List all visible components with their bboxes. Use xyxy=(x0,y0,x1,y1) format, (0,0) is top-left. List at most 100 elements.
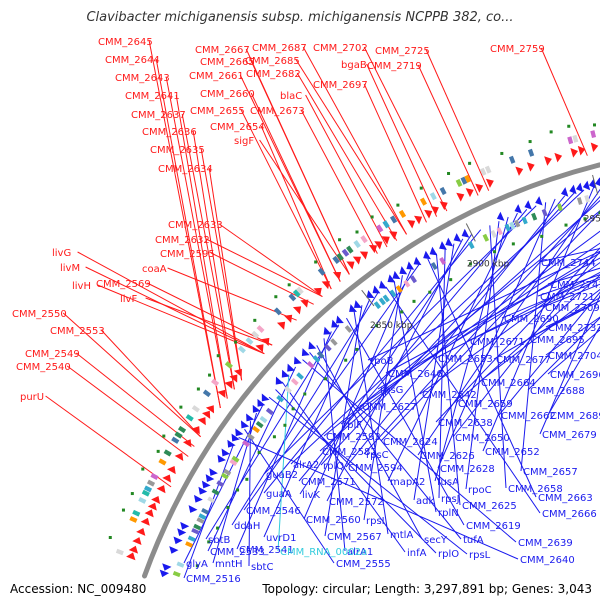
reverse-gene-arrow xyxy=(281,369,290,378)
reverse-category-block xyxy=(191,527,200,535)
gc-skew-dot xyxy=(207,540,211,544)
forward-callout-line xyxy=(208,167,243,381)
gc-skew-dot xyxy=(355,347,359,351)
reverse-gene-arrow xyxy=(429,246,438,256)
reverse-gene-label: mntH xyxy=(215,559,243,570)
reverse-category-block xyxy=(220,472,229,480)
reverse-category-block xyxy=(193,523,202,531)
reverse-category-block xyxy=(265,407,274,416)
reverse-gene-label: CMM_2709 xyxy=(545,303,600,314)
reverse-callout-line xyxy=(238,436,519,560)
forward-gene-label: CMM_2719 xyxy=(367,61,422,72)
forward-gene-label: bgaB xyxy=(341,60,367,71)
forward-gene-arrow xyxy=(140,517,150,526)
forward-callout-line xyxy=(146,282,273,346)
reverse-gene-arrow xyxy=(439,241,447,250)
reverse-gene-label: CMM_2666 xyxy=(542,509,597,520)
reverse-category-block xyxy=(198,513,207,520)
reverse-gene-label: CMM_2657 xyxy=(523,467,578,478)
reverse-gene-label: CMM_2642 xyxy=(422,390,477,401)
forward-gene-arrow xyxy=(332,271,342,280)
reverse-gene-label: CMM_2695 xyxy=(530,335,585,346)
forward-gene-arrow xyxy=(201,410,211,419)
gc-skew-dot xyxy=(195,564,199,568)
gc-skew-dot xyxy=(314,260,318,264)
reverse-gene-arrow xyxy=(413,256,422,266)
reverse-category-block xyxy=(211,488,220,496)
forward-gene-arrow xyxy=(167,466,176,475)
forward-category-block xyxy=(460,176,468,185)
gc-skew-dot xyxy=(121,508,125,512)
reverse-gene-arrow xyxy=(287,363,296,372)
forward-callout-line xyxy=(45,395,172,488)
reverse-callout-line xyxy=(248,421,251,567)
reverse-callout-line xyxy=(465,221,500,490)
reverse-category-block xyxy=(557,203,563,212)
reverse-gene-label: CMM_2704 xyxy=(548,351,600,362)
reverse-callout-line xyxy=(413,243,455,501)
gc-skew-dot xyxy=(493,250,497,254)
forward-gene-label: livF xyxy=(120,294,137,305)
reverse-gene-arrow xyxy=(514,204,523,214)
gc-skew-dot xyxy=(468,262,472,266)
forward-category-block xyxy=(132,509,141,517)
reverse-gene-label: CMM_2696 xyxy=(550,370,600,381)
forward-category-block xyxy=(389,215,398,224)
forward-callout-line xyxy=(145,297,273,346)
forward-category-block xyxy=(419,197,428,206)
reverse-category-block xyxy=(255,420,264,429)
reverse-category-block xyxy=(504,223,511,232)
forward-gene-arrow xyxy=(439,201,448,211)
kbp-tick-label: 2850 kbp xyxy=(370,321,413,331)
forward-gene-arrow xyxy=(359,251,368,260)
forward-category-block xyxy=(138,497,147,504)
reverse-gene-arrow xyxy=(252,404,261,413)
reverse-gene-arrow xyxy=(201,480,211,489)
reverse-callout-line xyxy=(302,359,517,543)
reverse-callout-line xyxy=(527,317,600,391)
gc-skew-dot xyxy=(272,435,276,439)
gc-skew-dot xyxy=(549,130,553,134)
gc-skew-dot xyxy=(528,140,532,144)
reverse-callout-line xyxy=(537,274,600,297)
reverse-gene-label: CMM_2677 xyxy=(496,355,551,366)
reverse-callout-line xyxy=(353,311,389,535)
reverse-gene-arrow xyxy=(193,494,203,503)
forward-gene-arrow xyxy=(300,299,309,308)
forward-gene-arrow xyxy=(374,241,383,250)
gc-skew-dot xyxy=(370,215,374,219)
forward-callout-line xyxy=(148,40,221,409)
reverse-category-block xyxy=(284,385,292,394)
reverse-gene-label: CMM_2679 xyxy=(542,430,597,441)
gc-skew-dot xyxy=(593,123,597,127)
reverse-gene-label: CMM_2658 xyxy=(508,484,563,495)
reverse-gene-label: CMM_2594 xyxy=(348,463,403,474)
reverse-gene-label: CMM_2646 xyxy=(388,369,443,380)
reverse-gene-label: CMM_2572 xyxy=(329,497,384,508)
forward-callout-line xyxy=(250,92,341,282)
forward-gene-arrow xyxy=(292,306,302,315)
forward-gene-arrow xyxy=(151,495,161,504)
reverse-category-block xyxy=(389,289,397,298)
forward-gene-label: CMM_2673 xyxy=(250,106,305,117)
reverse-gene-label: fusA xyxy=(437,477,459,488)
reverse-gene-label: CMM_2571 xyxy=(301,477,356,488)
reverse-category-block xyxy=(467,241,475,250)
reverse-gene-label: rpsC xyxy=(366,450,389,461)
forward-callout-line xyxy=(66,365,189,457)
gc-skew-dot xyxy=(447,171,451,175)
reverse-callout-line xyxy=(393,280,437,513)
forward-gene-arrow xyxy=(407,219,416,229)
reverse-gene-label: rplN xyxy=(438,508,459,519)
forward-gene-label: CMM_2634 xyxy=(158,164,213,175)
reverse-gene-arrow xyxy=(159,569,170,578)
forward-category-block xyxy=(211,378,220,387)
forward-gene-arrow xyxy=(182,439,192,448)
forward-callout-line xyxy=(205,238,323,298)
reverse-callout-line xyxy=(501,276,600,319)
forward-gene-label: CMM_2549 xyxy=(25,349,80,360)
forward-gene-arrow xyxy=(229,374,238,383)
forward-gene-label: CMM_2687 xyxy=(252,43,307,54)
